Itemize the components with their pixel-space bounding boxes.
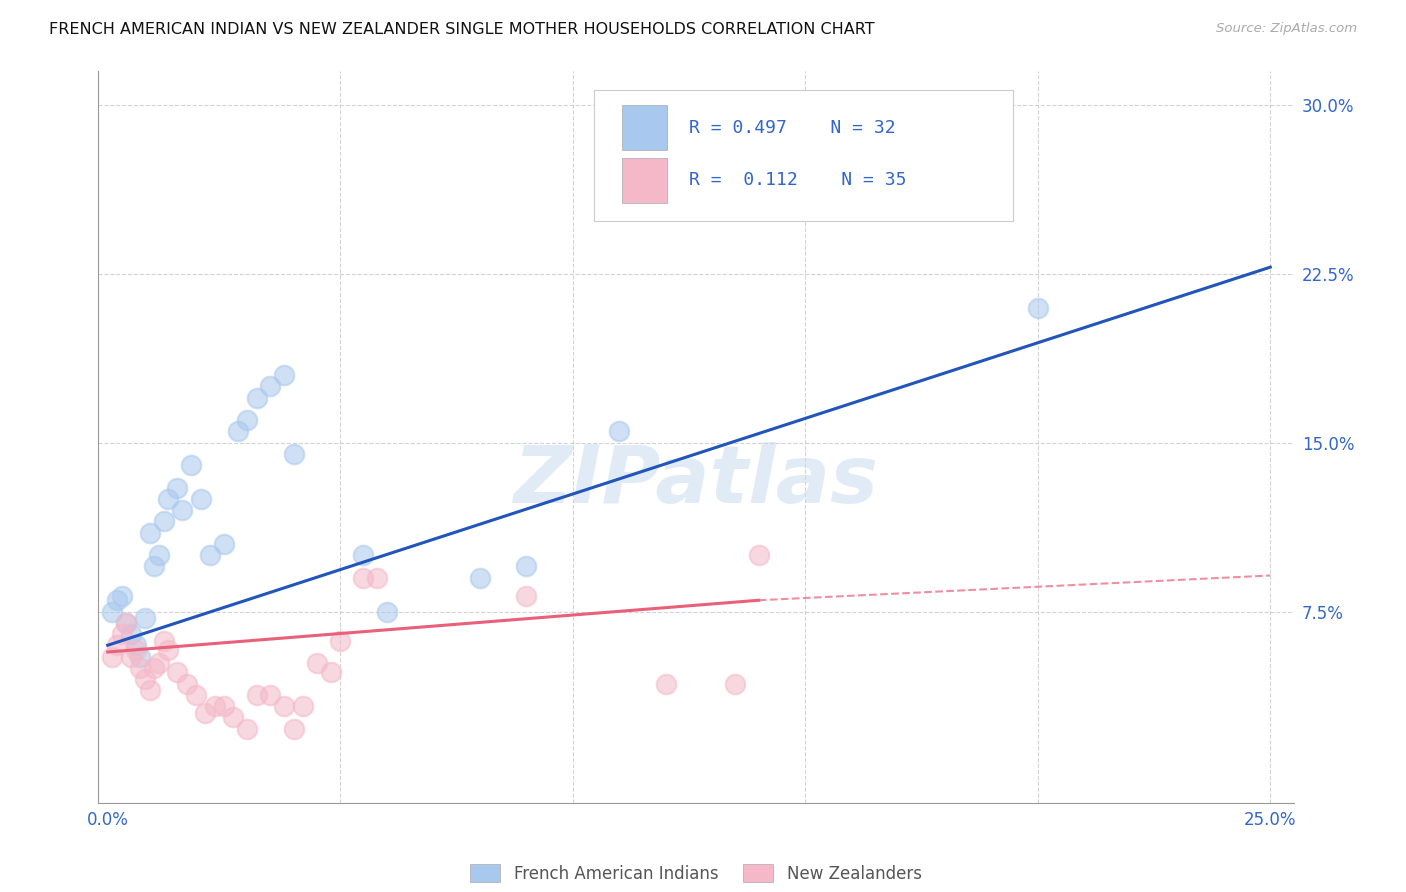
Bar <box>621 158 668 203</box>
Point <box>138 525 160 540</box>
Point <box>515 589 537 603</box>
Point <box>1026 301 1049 315</box>
Point <box>111 627 134 641</box>
Point <box>105 638 128 652</box>
Point <box>468 571 491 585</box>
Point <box>273 699 295 714</box>
Legend: French American Indians, New Zealanders: French American Indians, New Zealanders <box>464 857 928 889</box>
Point <box>134 672 156 686</box>
Point <box>157 491 180 506</box>
Point <box>353 548 375 562</box>
Point <box>157 642 180 657</box>
Point <box>148 657 170 671</box>
Text: R =  0.112    N = 35: R = 0.112 N = 35 <box>689 171 907 189</box>
Point <box>724 132 747 146</box>
Point <box>115 615 138 630</box>
Point <box>120 649 142 664</box>
Point <box>273 368 295 383</box>
FancyBboxPatch shape <box>595 89 1012 221</box>
Point <box>152 515 174 529</box>
Point <box>101 649 124 664</box>
Point <box>134 611 156 625</box>
Point <box>120 627 142 641</box>
Point <box>375 605 398 619</box>
Point <box>283 722 305 736</box>
Point <box>129 649 152 664</box>
Point <box>212 699 235 714</box>
Point <box>259 688 281 702</box>
Point <box>259 379 281 393</box>
Point <box>212 537 235 551</box>
Point <box>105 593 128 607</box>
Point <box>180 458 202 473</box>
Point <box>245 391 267 405</box>
Point <box>148 548 170 562</box>
Point <box>748 548 770 562</box>
Bar <box>621 105 668 151</box>
Point <box>226 425 249 439</box>
Point <box>724 676 747 690</box>
Point <box>129 661 152 675</box>
Point <box>194 706 217 720</box>
Point <box>236 413 259 427</box>
Point <box>111 589 134 603</box>
Text: Source: ZipAtlas.com: Source: ZipAtlas.com <box>1216 22 1357 36</box>
Point <box>190 491 212 506</box>
Point <box>655 676 678 690</box>
Point <box>329 633 352 648</box>
Point <box>166 481 188 495</box>
Point <box>283 447 305 461</box>
Point <box>204 699 226 714</box>
Point <box>366 571 388 585</box>
Point <box>176 676 198 690</box>
Point <box>198 548 221 562</box>
Point <box>353 571 375 585</box>
Point <box>319 665 342 680</box>
Point <box>115 615 138 630</box>
Point <box>143 559 166 574</box>
Point <box>305 657 328 671</box>
Point <box>143 661 166 675</box>
Point <box>166 665 188 680</box>
Point <box>607 425 630 439</box>
Point <box>184 688 207 702</box>
Point <box>124 638 146 652</box>
Point <box>124 642 146 657</box>
Point <box>101 605 124 619</box>
Text: R = 0.497    N = 32: R = 0.497 N = 32 <box>689 119 896 136</box>
Point <box>172 503 194 517</box>
Point <box>222 710 245 724</box>
Point <box>152 633 174 648</box>
Point <box>292 699 315 714</box>
Point <box>138 683 160 698</box>
Text: ZIPatlas: ZIPatlas <box>513 442 879 520</box>
Point <box>245 688 267 702</box>
Point <box>236 722 259 736</box>
Text: FRENCH AMERICAN INDIAN VS NEW ZEALANDER SINGLE MOTHER HOUSEHOLDS CORRELATION CHA: FRENCH AMERICAN INDIAN VS NEW ZEALANDER … <box>49 22 875 37</box>
Point <box>515 559 537 574</box>
